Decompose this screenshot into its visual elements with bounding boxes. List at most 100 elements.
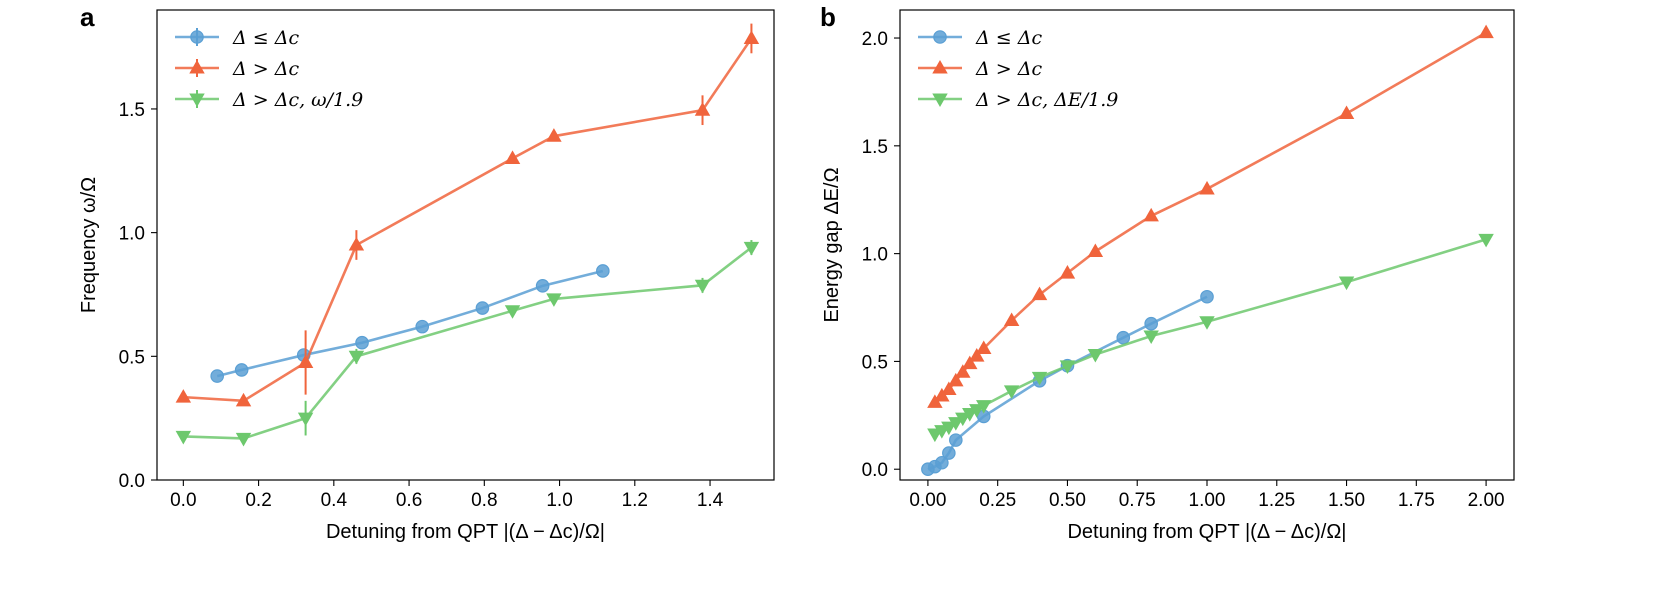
panel-b-series-3-point	[1199, 316, 1215, 330]
panel-b-series-3-point	[1003, 385, 1020, 399]
panel-a-series-3	[175, 240, 760, 447]
panel-a-x-tick-label: 0.0	[170, 490, 196, 511]
panel-b-series-2-point	[1003, 312, 1020, 326]
panel-b-series-1-point	[1144, 316, 1158, 331]
panel-b-legend-marker	[932, 59, 948, 74]
panel-a-legend-label: Δ ≤ Δc	[232, 27, 299, 49]
panel-a-series-2-line	[183, 37, 753, 403]
panel-a-legend-marker	[189, 93, 205, 108]
panel-b-series-2-point	[969, 348, 985, 362]
panel-a-series-2-point	[504, 150, 521, 164]
panel-b-series-3-point	[1478, 233, 1494, 248]
panel-b-series-2-point	[1478, 24, 1494, 39]
panel-b-legend: Δ ≤ Δc Δ > Δc Δ > Δc, ΔE/1.9	[918, 27, 1118, 111]
panel-a-series-1-point	[596, 264, 610, 278]
panel-b-x-axis-label: Detuning from QPT |(Δ − Δc)/Ω|	[1067, 521, 1346, 543]
panel-a-series-3-point	[694, 279, 711, 294]
panel-b-series-3-point	[1059, 360, 1076, 374]
panel-a-series-2-point	[235, 392, 252, 407]
panel-a-series-1-point	[535, 279, 550, 293]
panel-b-x-tick-label: 0.50	[1049, 490, 1086, 511]
panel-b-series-1-point	[942, 446, 956, 460]
panel-a-legend-label: Δ > Δc, ω/1.9	[232, 89, 363, 111]
panel-a-series-3-line	[183, 246, 753, 440]
panel-b-series-3-point	[976, 400, 992, 414]
panel-b-y-axis-label: Energy gap ΔE/Ω	[821, 167, 843, 322]
panel-b-series-2-point	[1338, 105, 1355, 120]
panel-b-legend-label: Δ > Δc	[975, 58, 1042, 80]
panel-b-series-3-point	[969, 404, 985, 418]
panel-b-series-3-point	[955, 412, 971, 427]
panel-a-x-tick-label: 0.2	[245, 490, 271, 511]
panel-b-series-3-point	[948, 417, 964, 431]
panel-b-series-1-point	[935, 455, 949, 470]
panel-a-chart: a 0.0 0.2 0.4 0.6 0.8 1.0 1.2 1.4 0.0 0.5 1.0 1.5 Det…	[78, 2, 775, 543]
panel-a-series-1-point	[415, 319, 430, 334]
panel-a-series-3-point	[546, 293, 562, 307]
panel-b-x-tick-label: 0.00	[909, 490, 946, 511]
panel-a-series-2-point	[175, 389, 192, 403]
panel-b-x-tick-label: 1.00	[1189, 490, 1226, 511]
panel-a-y-tick-label: 0.5	[119, 347, 145, 368]
panel-b-series-3-point	[1143, 330, 1159, 344]
panel-b-x-tick-label: 1.75	[1398, 490, 1435, 511]
panel-b-series-2-point	[962, 355, 978, 370]
panel-b-series-2-point	[955, 364, 971, 378]
panel-b-letter: b	[820, 2, 836, 32]
panel-a-x-tick-label: 0.8	[471, 490, 497, 511]
panel-b-series-3-point	[1031, 371, 1048, 386]
panel-a-legend-marker	[190, 30, 204, 44]
panel-b-series-3-point	[1338, 276, 1355, 291]
panel-b-y-tick-label: 0.0	[862, 460, 888, 481]
panel-b-series-1-point	[949, 433, 963, 447]
panel-a-series-3-point	[504, 305, 521, 319]
panel-b-series-2-point	[941, 381, 957, 395]
panel-b-legend-marker	[932, 93, 948, 108]
panel-a-y-axis-label: Frequency ω/Ω	[78, 177, 100, 313]
panel-b-series-3-point	[941, 421, 957, 436]
panel-a-series-2-point	[743, 30, 760, 44]
panel-a-series-2	[175, 23, 760, 407]
panel-a-y-tick-label: 0.0	[119, 471, 145, 492]
panel-a-x-axis-label: Detuning from QPT |(Δ − Δc)/Ω|	[326, 521, 605, 543]
panel-b-series-3-point	[962, 408, 978, 422]
panel-a-series-3-point	[175, 430, 192, 445]
panel-b-series-2-point	[976, 340, 992, 355]
panel-a-legend-label: Δ > Δc	[232, 58, 299, 80]
panel-a-series-3-point	[297, 412, 314, 427]
panel-b-series-1	[921, 289, 1214, 477]
panel-a-y-tick-label: 1.5	[119, 100, 145, 121]
panel-b-legend-marker	[933, 30, 947, 44]
panel-b-chart: b 0.00 0.25 0.50 0.75 1.00 1.25 1.50 1.75 2.00 0.0…	[820, 2, 1515, 543]
panel-a-legend-marker	[189, 59, 205, 74]
panel-b-y-tick-label: 1.5	[862, 137, 888, 158]
panel-a-series-2-point	[546, 128, 562, 142]
panel-b-series-2-point	[948, 372, 964, 387]
panel-b-y-tick-label: 1.0	[862, 245, 888, 266]
panel-b-series-2	[927, 24, 1494, 408]
panel-a-series-3-point	[348, 350, 365, 365]
panel-b-series-1-point	[1200, 289, 1214, 304]
panel-a-series-2-point	[297, 354, 314, 369]
panel-b-series-3	[927, 233, 1494, 443]
panel-b-y-tick-label: 0.5	[862, 352, 888, 373]
panel-b-x-tick-label: 0.25	[979, 490, 1016, 511]
panel-a-letter: a	[80, 2, 95, 32]
panel-b-series-2-point	[1199, 180, 1215, 195]
panel-a-x-tick-label: 1.2	[622, 490, 648, 511]
panel-a-series-2-point	[348, 236, 365, 251]
panel-a-series-1-point	[210, 369, 224, 383]
panel-b-series-3-point	[1087, 348, 1104, 363]
panel-b-plot-frame	[899, 9, 1515, 481]
panel-a-x-tick-label: 1.4	[697, 490, 724, 511]
panel-b-x-tick-label: 2.00	[1468, 490, 1505, 511]
panel-b-series-2-point	[1031, 286, 1048, 301]
panel-b-legend-label: Δ ≤ Δc	[975, 27, 1042, 49]
panel-b-x-tick-label: 1.25	[1258, 490, 1295, 511]
panel-a-x-tick-label: 1.0	[546, 490, 572, 511]
panel-a-plot-frame	[156, 9, 775, 481]
panel-a-legend: Δ ≤ Δc Δ > Δc Δ > Δc, ω/1.9	[175, 27, 363, 111]
panel-a-series-2-point	[694, 102, 711, 116]
panel-a-series-1-point	[355, 335, 369, 350]
